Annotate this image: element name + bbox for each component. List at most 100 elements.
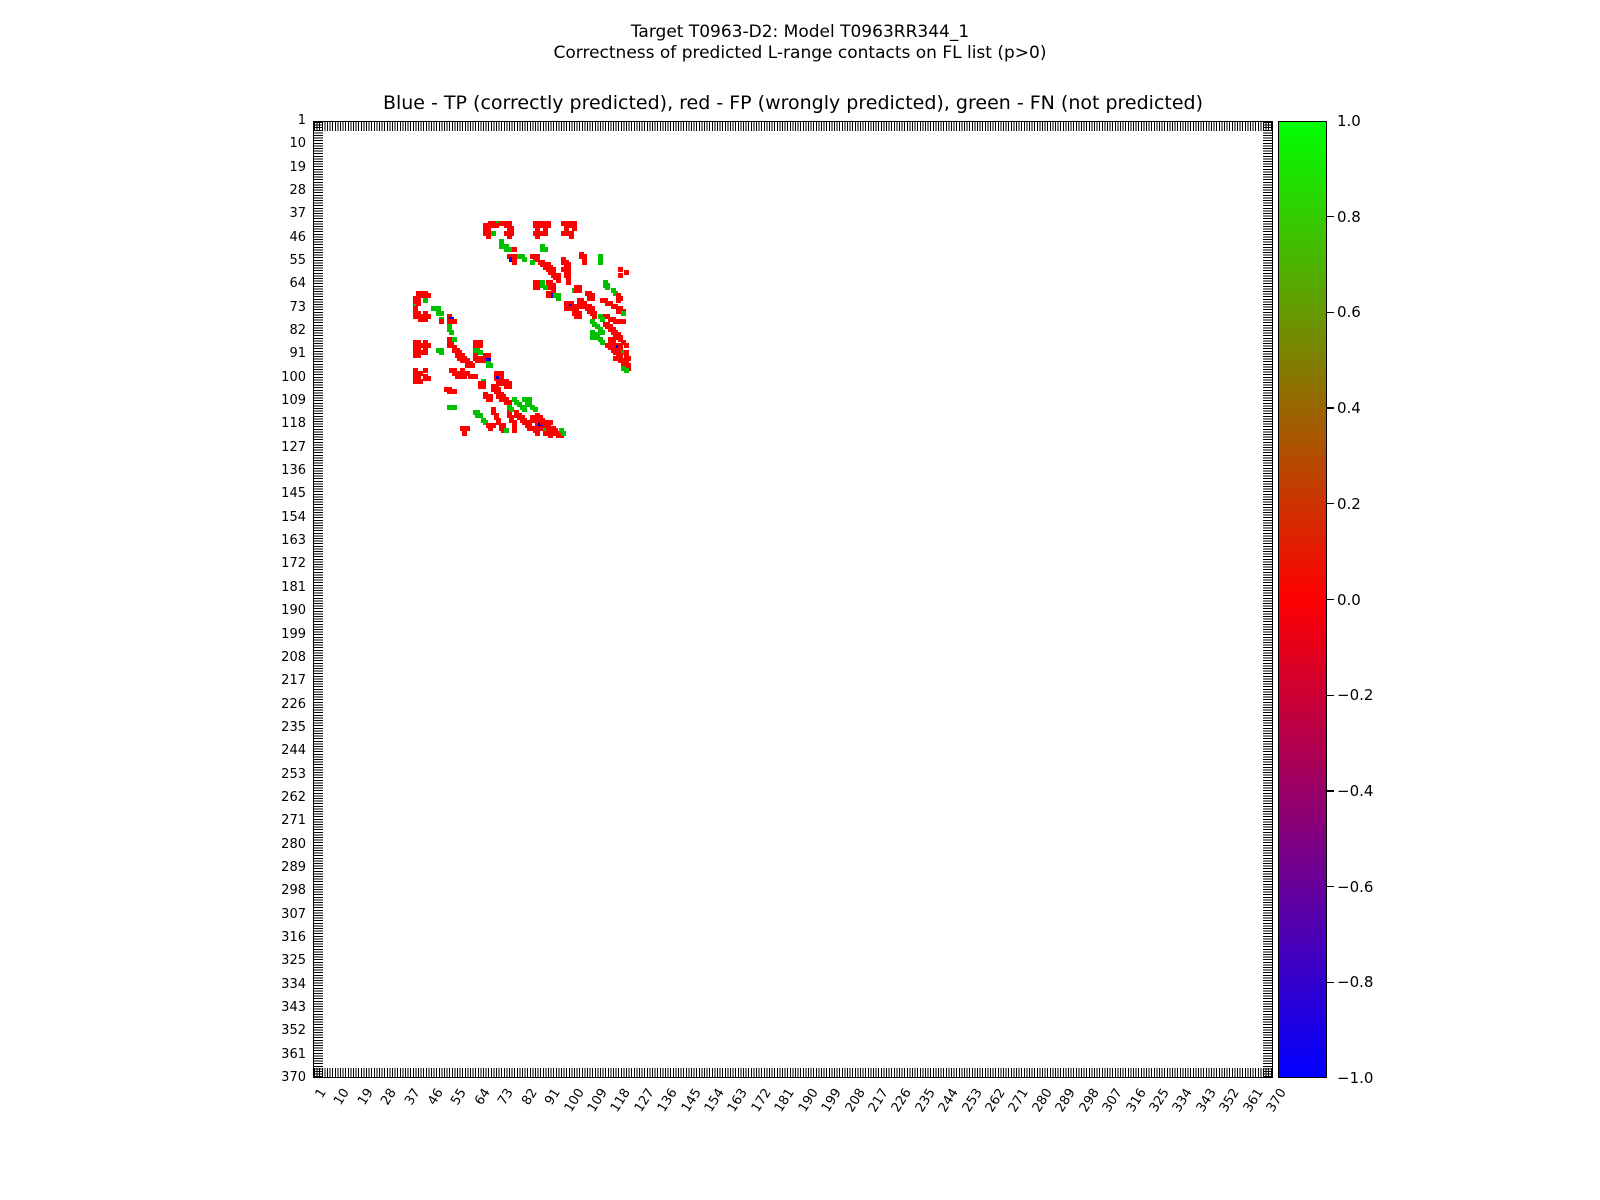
x-tick-label: 352	[1216, 1086, 1243, 1116]
contact-marker	[535, 231, 541, 237]
contact-marker	[480, 381, 486, 387]
y-tick-label: 217	[281, 673, 306, 689]
contact-marker	[470, 363, 476, 369]
contact-marker	[587, 306, 593, 312]
contact-marker	[498, 394, 504, 400]
contact-marker	[436, 311, 442, 317]
contact-marker	[444, 386, 450, 392]
contact-marker	[545, 223, 551, 229]
contact-marker	[498, 381, 504, 387]
contact-marker	[563, 225, 569, 231]
contact-marker	[425, 293, 431, 299]
contact-marker	[595, 332, 601, 338]
contact-marker	[550, 293, 556, 299]
contact-marker	[462, 355, 468, 361]
contact-marker	[488, 394, 494, 400]
minor-ticks-top	[314, 122, 1272, 131]
contact-marker	[535, 282, 541, 288]
contact-marker	[566, 301, 572, 307]
contact-marker	[597, 259, 603, 265]
contact-marker	[579, 254, 585, 260]
contact-marker	[602, 282, 608, 288]
contact-marker	[498, 243, 504, 249]
contact-marker	[412, 339, 418, 345]
colorbar-tick	[1327, 407, 1334, 409]
contact-marker	[496, 394, 502, 400]
colorbar-tick-label: 1.0	[1337, 112, 1361, 130]
contact-marker	[496, 220, 502, 226]
colorbar-tick-label: −0.4	[1337, 781, 1374, 800]
contact-marker	[535, 225, 541, 231]
contact-marker	[506, 409, 512, 415]
contact-marker	[412, 306, 418, 312]
contact-marker	[457, 373, 463, 379]
contact-marker	[553, 275, 559, 281]
contact-marker	[610, 288, 616, 294]
contact-marker	[558, 428, 564, 434]
contact-marker	[597, 337, 603, 343]
y-tick-label: 172	[281, 556, 306, 572]
contact-marker	[480, 384, 486, 390]
contact-marker	[618, 308, 624, 314]
contact-marker	[478, 381, 483, 387]
contact-marker	[548, 280, 554, 286]
contact-marker	[511, 246, 517, 252]
contact-marker	[615, 293, 621, 299]
x-tick-label: 136	[655, 1086, 681, 1116]
contact-marker	[504, 220, 510, 226]
contact-marker	[615, 306, 621, 312]
y-tick-label: 64	[289, 276, 306, 292]
y-tick-label: 316	[281, 929, 306, 945]
contact-marker	[553, 293, 559, 299]
colorbar-tick	[1327, 311, 1334, 314]
contact-marker	[485, 352, 491, 358]
contact-marker	[605, 321, 611, 327]
contact-marker	[535, 420, 541, 426]
colorbar-tick	[1327, 503, 1334, 505]
contact-marker	[582, 259, 588, 265]
x-tick-label: 172	[748, 1086, 775, 1116]
contact-marker	[545, 430, 551, 436]
contact-marker	[613, 347, 619, 353]
contact-marker	[454, 347, 460, 353]
contact-marker	[449, 319, 455, 325]
contact-marker	[613, 332, 619, 338]
colorbar-tick-label: −1.0	[1337, 1069, 1374, 1087]
y-tick-label: 163	[281, 533, 306, 549]
contact-marker	[517, 254, 523, 260]
contact-marker	[548, 293, 554, 299]
contact-marker	[605, 324, 611, 330]
colorbar-tick-label: 0.8	[1337, 207, 1361, 226]
contact-marker	[493, 384, 499, 390]
x-tick-label: 100	[561, 1086, 588, 1116]
contact-marker	[595, 334, 601, 340]
contact-marker	[446, 342, 452, 348]
contact-marker	[579, 298, 585, 304]
contact-marker	[472, 352, 478, 358]
contact-marker	[493, 373, 499, 379]
y-tick-label: 370	[281, 1070, 306, 1085]
contact-marker	[449, 339, 455, 345]
contact-marker	[535, 233, 541, 239]
contact-marker	[618, 337, 624, 343]
contact-marker	[530, 254, 536, 260]
contact-marker	[491, 384, 496, 390]
contact-marker	[462, 373, 468, 379]
contact-marker	[491, 386, 496, 392]
contact-marker	[571, 220, 577, 226]
contact-marker	[446, 389, 452, 395]
contact-marker	[464, 360, 470, 366]
contact-marker	[412, 303, 418, 309]
contact-marker	[457, 352, 463, 358]
contact-marker	[618, 352, 624, 358]
contact-marker	[532, 280, 538, 286]
contact-marker	[563, 259, 569, 265]
contact-marker	[459, 425, 465, 431]
contact-marker	[574, 311, 580, 317]
contact-marker	[519, 254, 525, 260]
contact-marker	[488, 422, 494, 428]
figure-title-line2: Correctness of predicted L-range contact…	[553, 43, 1047, 63]
contact-marker	[589, 306, 595, 312]
contact-marker	[587, 308, 593, 314]
contact-marker	[457, 350, 463, 356]
